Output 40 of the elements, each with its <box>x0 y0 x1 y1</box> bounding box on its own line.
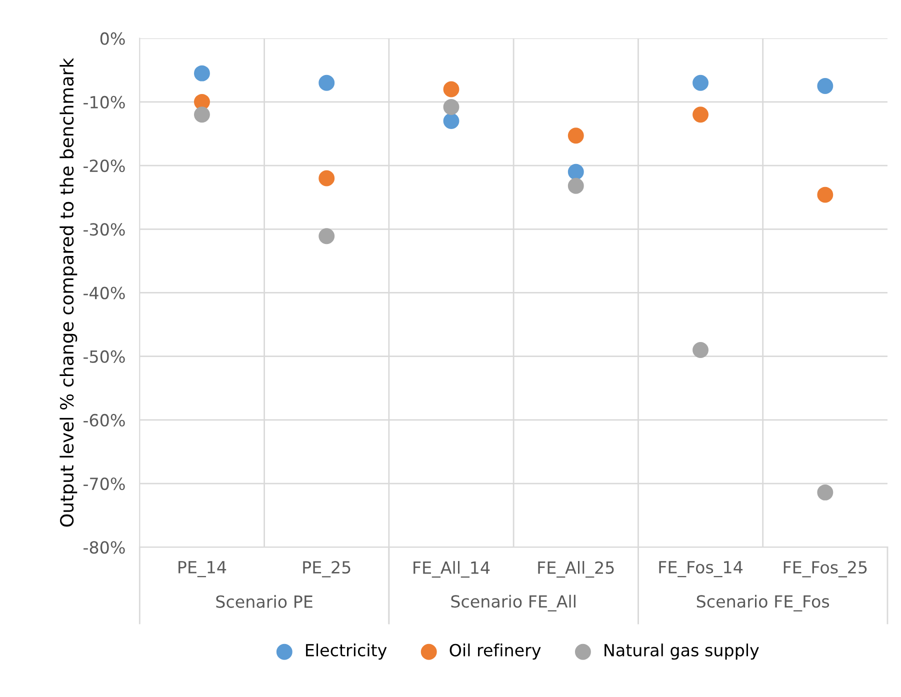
point <box>443 113 460 129</box>
x-tick-label: FE_All_25 <box>538 561 614 578</box>
point <box>692 106 709 123</box>
point <box>568 164 584 180</box>
y-tick-label: -50% <box>84 350 125 363</box>
point <box>568 178 584 194</box>
y-tick-label: 0% <box>100 32 125 45</box>
point <box>318 74 335 91</box>
point <box>318 228 335 244</box>
legend-label: Electricity <box>306 644 387 660</box>
point <box>568 128 584 144</box>
y-tick-label: -10% <box>84 96 125 109</box>
y-tick-label: -20% <box>84 160 125 172</box>
point <box>817 78 834 94</box>
text: Scenario FE_All <box>451 594 576 612</box>
point <box>194 65 210 82</box>
x-tick-label: FE_All_14 <box>414 561 490 578</box>
x-tick-label: PE_25 <box>303 561 350 578</box>
point <box>692 342 709 358</box>
point <box>443 81 460 98</box>
point <box>443 99 460 116</box>
text: Scenario FE_Fos <box>696 594 830 612</box>
y-tick-label: -80% <box>84 541 125 554</box>
point <box>692 74 709 91</box>
y-tick-label: -40% <box>84 286 125 300</box>
x-tick-label: FE_Fos_25 <box>784 561 867 578</box>
point <box>817 186 834 203</box>
y-tick-label: -60% <box>84 414 125 427</box>
y-tick-label: -70% <box>84 478 125 490</box>
legend-label: Oil refinery <box>450 644 541 660</box>
y-tick-label: -30% <box>84 223 125 236</box>
y-axis-title: Output level % change compared to the benchmark <box>60 58 78 527</box>
x-tick-label: PE_14 <box>178 561 226 578</box>
legend-label: Natural gas supply <box>604 644 759 660</box>
point <box>194 94 210 110</box>
point <box>318 170 335 186</box>
point <box>817 484 834 500</box>
text: Scenario PE <box>216 595 312 608</box>
point <box>194 106 210 123</box>
x-tick-label: FE_Fos_14 <box>659 561 743 578</box>
